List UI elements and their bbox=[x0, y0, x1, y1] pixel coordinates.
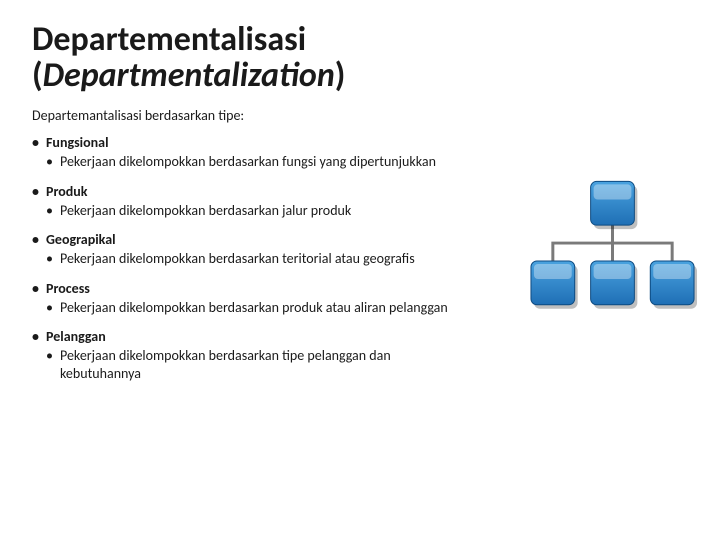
bullet-desc: Pekerjaan dikelompokkan berdasarkan tipe… bbox=[32, 347, 462, 382]
intro-text: Departemantalisasi berdasarkan tipe: bbox=[32, 107, 688, 124]
title-block: Departementalisasi (Departmentalization) bbox=[32, 22, 688, 93]
org-chart-icon bbox=[525, 175, 700, 335]
paren-open: ( bbox=[32, 55, 43, 96]
title-italic: Departmentalization bbox=[43, 55, 335, 96]
list-item: Geograpikal Pekerjaan dikelompokkan berd… bbox=[32, 231, 462, 268]
list-item: Process Pekerjaan dikelompokkan berdasar… bbox=[32, 280, 462, 317]
bullet-desc: Pekerjaan dikelompokkan berdasarkan teri… bbox=[32, 250, 462, 268]
sub-list: Pekerjaan dikelompokkan berdasarkan jalu… bbox=[32, 202, 462, 220]
list-item: Fungsional Pekerjaan dikelompokkan berda… bbox=[32, 134, 462, 171]
list-item: Produk Pekerjaan dikelompokkan berdasark… bbox=[32, 183, 462, 220]
bullet-head: Process bbox=[32, 280, 462, 297]
title-line1: Departementalisasi bbox=[32, 22, 688, 58]
bullet-head: Fungsional bbox=[32, 134, 462, 151]
title-line2: (Departmentalization) bbox=[32, 58, 688, 94]
bullet-desc: Pekerjaan dikelompokkan berdasarkan fung… bbox=[32, 153, 462, 171]
bullet-list: Fungsional Pekerjaan dikelompokkan berda… bbox=[32, 134, 462, 382]
slide: Departementalisasi (Departmentalization)… bbox=[0, 0, 720, 540]
bullet-desc: Pekerjaan dikelompokkan berdasarkan jalu… bbox=[32, 202, 462, 220]
sub-list: Pekerjaan dikelompokkan berdasarkan fung… bbox=[32, 153, 462, 171]
list-item: Pelanggan Pekerjaan dikelompokkan berdas… bbox=[32, 328, 462, 382]
bullet-head: Produk bbox=[32, 183, 462, 200]
bullet-desc: Pekerjaan dikelompokkan berdasarkan prod… bbox=[32, 299, 462, 317]
bullet-head: Pelanggan bbox=[32, 328, 462, 345]
bullet-head: Geograpikal bbox=[32, 231, 462, 248]
sub-list: Pekerjaan dikelompokkan berdasarkan teri… bbox=[32, 250, 462, 268]
sub-list: Pekerjaan dikelompokkan berdasarkan prod… bbox=[32, 299, 462, 317]
paren-close: ) bbox=[335, 55, 346, 96]
sub-list: Pekerjaan dikelompokkan berdasarkan tipe… bbox=[32, 347, 462, 382]
